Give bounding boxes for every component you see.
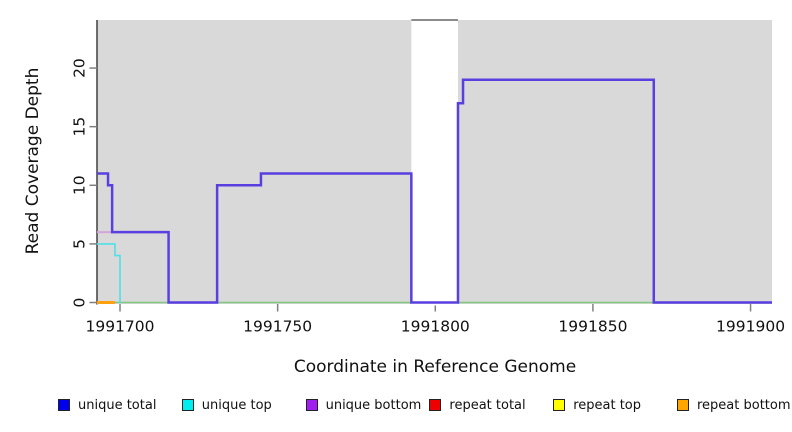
x-tick-label: 1991700	[85, 318, 154, 336]
y-tick-label: 20	[71, 58, 89, 78]
legend-label: repeat top	[573, 397, 641, 413]
legend-swatch-icon	[553, 399, 566, 411]
legend-item-repeat-total: repeat total	[429, 397, 526, 413]
masked-region	[411, 19, 458, 306]
x-tick-label: 1991750	[243, 318, 312, 336]
series-unique-top	[97, 243, 121, 304]
y-tick-label: 10	[71, 175, 89, 195]
legend-label: unique top	[201, 397, 272, 413]
legend-swatch-icon	[677, 399, 689, 411]
legend-item-repeat-bottom: repeat bottom	[677, 397, 791, 413]
legend-item-unique-top: unique top	[181, 397, 272, 413]
x-tick-label: 1991900	[716, 318, 785, 336]
x-tick-label: 1991800	[401, 318, 470, 336]
legend-swatch-icon	[58, 399, 70, 411]
legend-item-unique-bottom: unique bottom	[305, 397, 422, 413]
legend-swatch-icon	[305, 399, 318, 411]
series-unique-total	[97, 78, 772, 304]
legend-item-unique-total: unique total	[58, 397, 156, 413]
legend-label: repeat total	[449, 397, 526, 413]
legend-label: unique bottom	[325, 397, 422, 413]
y-axis-title: Read Coverage Depth	[23, 67, 43, 255]
legend-label: unique total	[78, 397, 157, 413]
y-tick-label: 5	[71, 239, 89, 249]
y-tick-label: 15	[71, 117, 89, 137]
x-tick-label: 1991850	[558, 318, 627, 336]
x-axis-title: Coordinate in Reference Genome	[293, 357, 577, 377]
y-tick-label: 0	[71, 298, 89, 308]
legend-item-repeat-top: repeat top	[553, 397, 641, 413]
legend-swatch-icon	[429, 399, 442, 411]
legend-swatch-icon	[181, 399, 194, 411]
legend-label: repeat bottom	[697, 397, 791, 413]
